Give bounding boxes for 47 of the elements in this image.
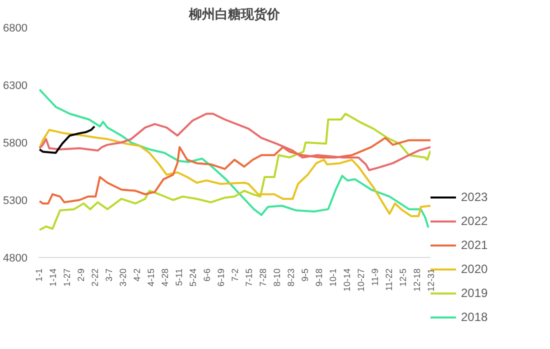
x-tick-label: 4-28	[160, 268, 170, 287]
x-tick-label: 3-7	[104, 268, 114, 282]
legend-label: 2020	[461, 262, 488, 276]
x-tick-label: 1-27	[62, 268, 72, 287]
x-tick-label: 1-14	[48, 268, 58, 287]
x-tick-label: 6-6	[202, 268, 212, 282]
x-tick-label: 12-5	[398, 268, 408, 287]
x-tick-label: 6-19	[216, 268, 226, 287]
x-tick-label: 7-28	[258, 268, 268, 287]
line-series	[38, 88, 430, 229]
x-tick-label: 7-2	[230, 268, 240, 282]
y-tick-label: 6800	[3, 22, 28, 34]
x-tick-label: 4-15	[146, 268, 156, 287]
x-tick-label: 1-1	[34, 268, 44, 282]
x-tick-label: 9-5	[300, 268, 310, 282]
legend-label: 2019	[461, 286, 488, 300]
x-tick-label: 12-18	[412, 268, 422, 292]
x-tick-label: 5-11	[174, 268, 184, 286]
x-tick-label: 10-27	[356, 268, 366, 292]
y-tick-label: 6300	[3, 80, 28, 92]
x-tick-label: 11-22	[384, 268, 394, 291]
x-tick-label: 9-18	[314, 268, 324, 287]
x-tick-label: 5-24	[188, 268, 198, 287]
line-series	[38, 128, 430, 218]
x-tick-label: 12-31	[426, 268, 436, 292]
line-series	[38, 112, 430, 231]
line-series	[38, 112, 430, 172]
chart-title: 柳州白糖现货价	[188, 6, 281, 22]
x-tick-label: 10-1	[328, 268, 338, 287]
y-tick-label: 5300	[3, 195, 28, 207]
y-tick-label: 4800	[3, 252, 28, 264]
x-tick-label: 8-10	[272, 268, 282, 287]
x-tick-label: 2-9	[76, 268, 86, 282]
x-tick-label: 8-23	[286, 268, 296, 287]
legend-label: 2023	[461, 190, 488, 204]
x-tick-label: 3-20	[118, 268, 128, 287]
legend-label: 2021	[461, 238, 488, 252]
legend-label: 2022	[461, 214, 488, 228]
x-tick-label: 10-14	[342, 268, 352, 292]
x-tick-label: 11-9	[370, 268, 380, 286]
y-tick-label: 5800	[3, 138, 28, 150]
x-tick-label: 4-2	[132, 268, 142, 282]
legend-label: 2018	[461, 310, 488, 324]
line-series	[38, 125, 96, 154]
x-tick-label: 2-22	[90, 268, 100, 287]
x-tick-label: 7-15	[244, 268, 254, 287]
line-series	[38, 136, 430, 204]
